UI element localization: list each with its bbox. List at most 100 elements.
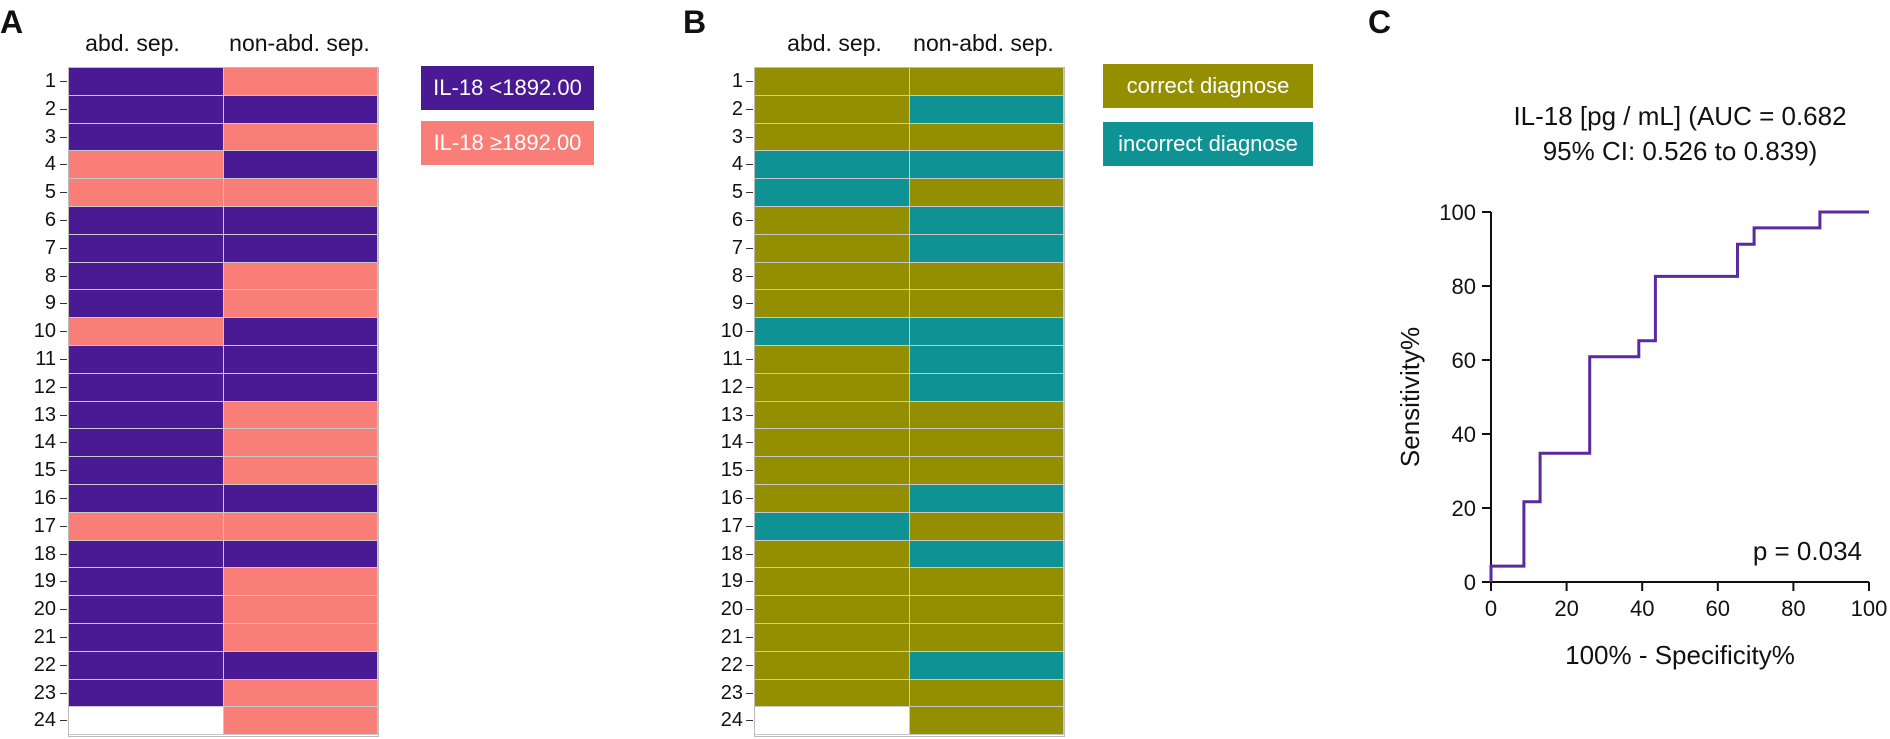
legend-a-high: IL-18 ≥1892.00	[421, 121, 594, 165]
heatmap-b-row-label: 12	[720, 375, 743, 398]
heatmap-b-row-label: 23	[720, 681, 743, 704]
heatmap-b-cell-r18-c2	[909, 540, 1064, 569]
heatmap-b-row-label: 14	[720, 431, 743, 454]
heatmap-a-cell-r6-c2	[223, 207, 378, 235]
heatmap-a-row-label: 12	[33, 375, 56, 398]
heatmap-a-row-tick	[60, 720, 67, 722]
roc-title-line2: 95% CI: 0.526 to 0.839)	[1542, 136, 1818, 166]
heatmap-b-row-tick	[746, 525, 753, 527]
heatmap-a-cell-r14-c1	[69, 429, 224, 458]
heatmap-a-cell-r8-c2	[223, 262, 378, 291]
panel-b-letter: B	[683, 4, 707, 40]
heatmap-b-row-label: 6	[731, 208, 743, 231]
heatmap-a-cell-r19-c2	[223, 568, 378, 597]
heatmap-b-row-tick	[746, 164, 753, 166]
heatmap-a-row-label: 14	[33, 431, 56, 454]
heatmap-b-cell-r5-c1	[755, 179, 910, 207]
heatmap-b-cell-r3-c2	[909, 123, 1064, 152]
roc-y-axis-label: Sensitivity%	[1395, 327, 1425, 467]
heatmap-a-cell-r4-c1	[69, 151, 224, 180]
heatmap-a-row-tick	[60, 331, 67, 333]
heatmap-a-cell-r10-c2	[223, 318, 378, 346]
roc-y-tick-label: 40	[1452, 422, 1476, 447]
heatmap-b-cell-r6-c2	[909, 207, 1064, 235]
heatmap-a-cell-r1-c2	[223, 68, 378, 96]
heatmap-a-row-label: 21	[33, 625, 56, 648]
heatmap-b-cell-r12-c1	[755, 373, 910, 402]
heatmap-a-row-label: 22	[33, 653, 56, 676]
roc-title-line1: IL-18 [pg / mL] (AUC = 0.682	[1513, 101, 1847, 131]
heatmap-a-cell-r16-c1	[69, 485, 224, 513]
heatmap-b-cell-r16-c1	[755, 485, 910, 513]
heatmap-a-row-label: 19	[33, 570, 56, 593]
roc-y-tick-label: 80	[1452, 274, 1476, 299]
heatmap-b-row-tick	[746, 442, 753, 444]
heatmap-a-cell-r11-c1	[69, 346, 224, 374]
heatmap-a-cell-r14-c2	[223, 429, 378, 458]
roc-x-tick-label: 40	[1630, 596, 1654, 621]
heatmap-b-cell-r2-c2	[909, 95, 1064, 124]
heatmap-a-cell-r11-c2	[223, 346, 378, 374]
heatmap-a-cell-r23-c2	[223, 679, 378, 708]
heatmap-b-row-label: 24	[720, 709, 743, 732]
heatmap-b-cell-r16-c2	[909, 485, 1064, 513]
heatmap-b-cell-r17-c1	[755, 512, 910, 541]
heatmap-b-row-tick	[746, 136, 753, 138]
heatmap-b-row-tick	[746, 358, 753, 360]
heatmap-b-row-tick	[746, 636, 753, 638]
heatmap-a-cell-r17-c2	[223, 512, 378, 541]
heatmap-b-cell-r7-c2	[909, 234, 1064, 263]
heatmap-a-row-tick	[60, 636, 67, 638]
heatmap-a-col-label-abd: abd. sep.	[85, 30, 180, 56]
heatmap-b-cell-r22-c1	[755, 651, 910, 680]
heatmap-a-cell-r12-c1	[69, 373, 224, 402]
heatmap-a-row-label: 17	[33, 514, 56, 537]
roc-p-value: p = 0.034	[1753, 536, 1862, 566]
roc-y-tick-label: 60	[1452, 348, 1476, 373]
heatmap-a-row-tick	[60, 581, 67, 583]
heatmap-a-row-label: 11	[35, 347, 56, 370]
roc-x-tick-label: 60	[1706, 596, 1730, 621]
heatmap-b-cell-r5-c2	[909, 179, 1064, 207]
heatmap-b-cell-r13-c2	[909, 401, 1064, 430]
heatmap-b	[754, 67, 1065, 737]
heatmap-b-col-label-non-abd: non-abd. sep.	[913, 30, 1054, 56]
heatmap-a-col-label-non-abd: non-abd. sep.	[229, 30, 370, 56]
heatmap-b-cell-r7-c1	[755, 234, 910, 263]
heatmap-b-col-label-abd: abd. sep.	[787, 30, 882, 56]
heatmap-a-row-tick	[60, 108, 67, 110]
heatmap-a-cell-r21-c1	[69, 624, 224, 652]
heatmap-b-row-label: 18	[720, 542, 743, 565]
heatmap-b-row-label: 20	[720, 598, 743, 621]
heatmap-b-cell-r11-c1	[755, 346, 910, 374]
heatmap-b-cell-r2-c1	[755, 95, 910, 124]
heatmap-b-row-label: 22	[720, 653, 743, 676]
heatmap-a-cell-r8-c1	[69, 262, 224, 291]
roc-y-tick-label: 100	[1439, 200, 1476, 225]
heatmap-a-cell-r18-c1	[69, 540, 224, 569]
heatmap-b-row-tick	[746, 553, 753, 555]
heatmap-b-cell-r13-c1	[755, 401, 910, 430]
heatmap-b-cell-r19-c2	[909, 568, 1064, 597]
heatmap-a-row-tick	[60, 442, 67, 444]
heatmap-a-row-label: 24	[33, 709, 56, 732]
heatmap-a-row-tick	[60, 219, 67, 221]
heatmap-b-row-label: 2	[731, 97, 743, 120]
heatmap-a-row-tick	[60, 692, 67, 694]
heatmap-b-cell-r22-c2	[909, 651, 1064, 680]
heatmap-b-row-label: 5	[731, 181, 743, 204]
heatmap-a-row-tick	[60, 247, 67, 249]
heatmap-a-row-tick	[60, 497, 67, 499]
heatmap-a-row-label: 18	[33, 542, 56, 565]
heatmap-a	[68, 67, 379, 737]
heatmap-a-row-tick	[60, 553, 67, 555]
heatmap-a-row-label: 10	[33, 320, 56, 343]
heatmap-b-row-label: 8	[731, 264, 743, 287]
heatmap-a-row-tick	[60, 192, 67, 194]
heatmap-a-cell-r19-c1	[69, 568, 224, 597]
heatmap-b-cell-r3-c1	[755, 123, 910, 152]
heatmap-b-cell-r20-c2	[909, 596, 1064, 624]
heatmap-a-cell-r20-c1	[69, 596, 224, 624]
heatmap-a-cell-r9-c2	[223, 290, 378, 319]
heatmap-a-row-label: 15	[33, 459, 56, 482]
